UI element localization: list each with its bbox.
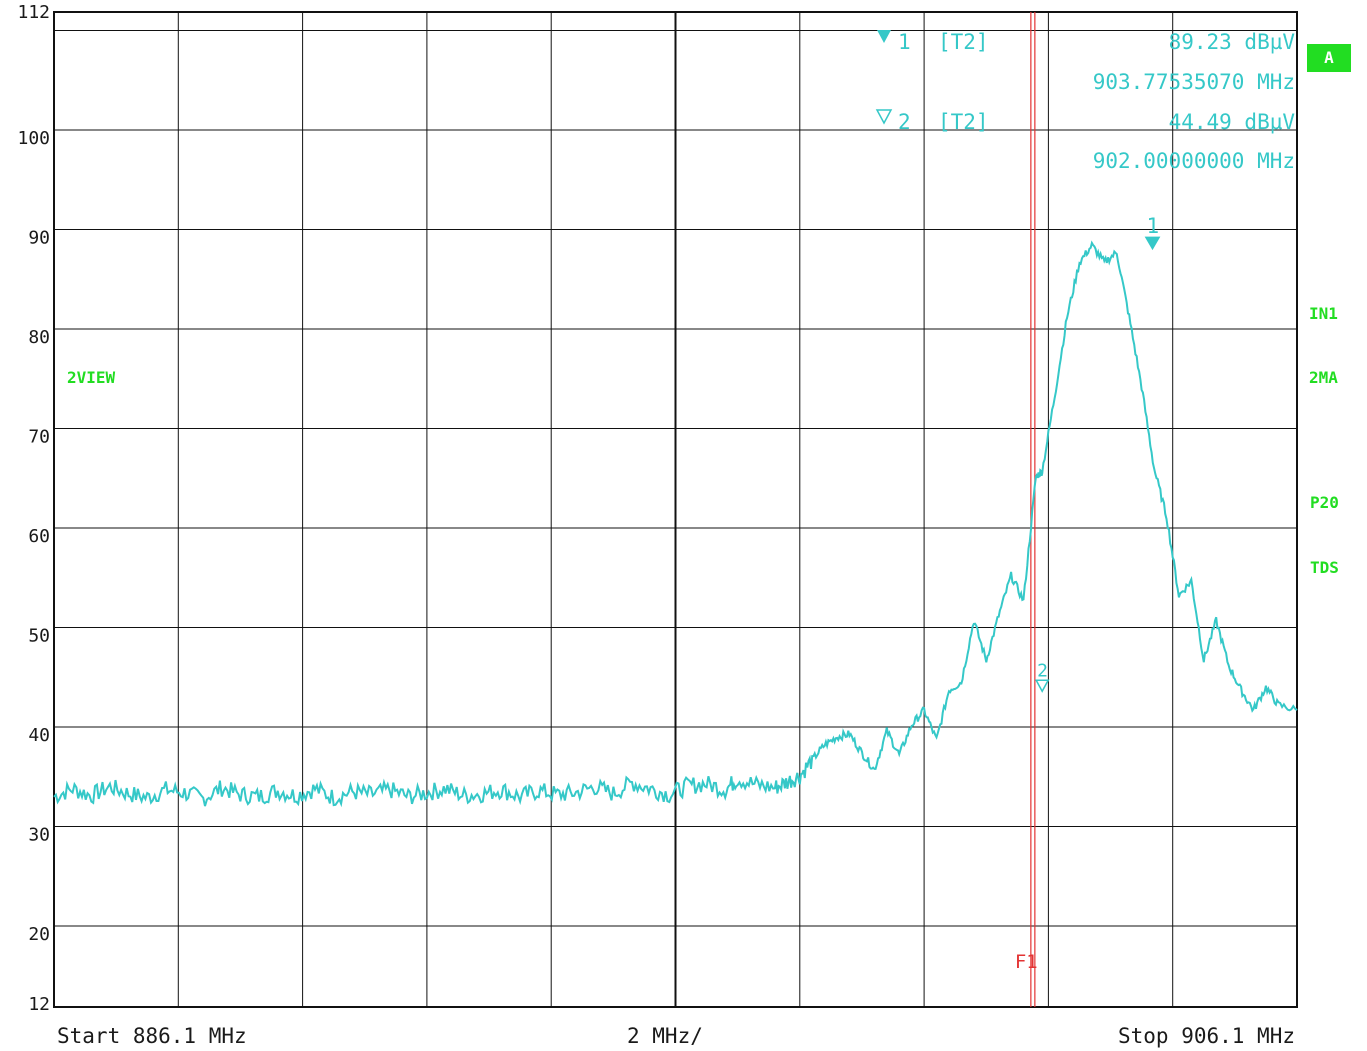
y-tick-label: 100 <box>17 128 50 149</box>
y-tick-label: 112 <box>17 2 50 23</box>
marker-2-triangle <box>1034 679 1050 693</box>
marker-2-trace: [T2] <box>938 110 989 134</box>
y-tick-label: 30 <box>28 824 50 845</box>
marker-2: 2 <box>1034 660 1050 693</box>
frequency-line-f1: F1 <box>1015 12 1038 1007</box>
trace-line <box>53 240 1298 808</box>
marker-2-frequency: 902.00000000 MHz <box>1093 149 1295 173</box>
grid <box>54 12 1297 1007</box>
marker-1-number: 1 <box>1147 214 1160 238</box>
marker-2-level: 44.49 dBµV <box>1169 110 1296 134</box>
y-axis-labels: 112 100 90 80 70 60 50 40 30 20 12 <box>17 2 50 1015</box>
marker-2-number: 2 <box>1037 660 1048 681</box>
marker-1-readout-number: 1 <box>898 30 911 54</box>
marker-1-readout-icon <box>877 30 891 43</box>
marker-2-readout-number: 2 <box>898 110 911 134</box>
y-tick-label: 70 <box>28 426 50 447</box>
screen-a-badge-bg <box>1307 44 1351 72</box>
marker-1-triangle <box>1144 236 1161 251</box>
marker-1: 1 <box>1144 214 1161 251</box>
y-tick-label: 50 <box>28 625 50 646</box>
marker-1-trace: [T2] <box>938 30 989 54</box>
trace-view-indicator: 2VIEW <box>67 368 116 387</box>
y-tick-label: 20 <box>28 924 50 945</box>
indicator-p20: P20 <box>1310 493 1339 512</box>
start-frequency: Start 886.1 MHz <box>57 1024 247 1048</box>
marker-1-frequency: 903.77535070 MHz <box>1093 70 1295 94</box>
indicator-in1: IN1 <box>1309 304 1338 323</box>
y-tick-label: 60 <box>28 526 50 547</box>
stop-frequency: Stop 906.1 MHz <box>1118 1024 1295 1048</box>
indicator-tds: TDS <box>1310 558 1339 577</box>
y-tick-label: 90 <box>28 227 50 248</box>
y-tick-label: 80 <box>28 327 50 348</box>
y-tick-label: 12 <box>28 994 50 1015</box>
span-per-division: 2 MHz/ <box>627 1024 703 1048</box>
y-tick-label: 40 <box>28 725 50 746</box>
marker-1-level: 89.23 dBµV <box>1169 30 1296 54</box>
marker-2-readout-icon <box>875 109 893 125</box>
f1-label: F1 <box>1015 951 1038 973</box>
marker-readout: 1 [T2] 89.23 dBµV 903.77535070 MHz 2 [T2… <box>875 30 1296 173</box>
screen-a-badge: A <box>1324 48 1334 67</box>
indicator-2ma: 2MA <box>1309 368 1338 387</box>
